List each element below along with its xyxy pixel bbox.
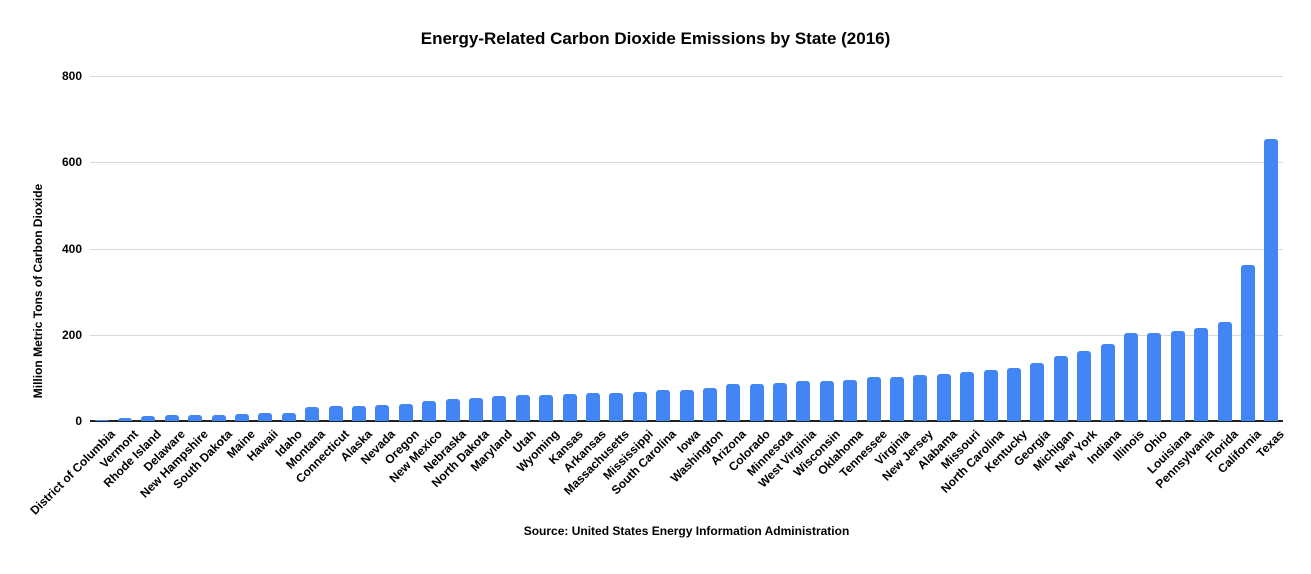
bar-virginia[interactable] bbox=[890, 376, 905, 421]
bar-missouri[interactable] bbox=[960, 372, 975, 421]
plot-area bbox=[90, 76, 1283, 422]
y-tick-label-200: 200 bbox=[61, 327, 82, 342]
bar-nevada[interactable] bbox=[375, 405, 390, 421]
y-axis-title: Million Metric Tons of Carbon Dioxide bbox=[31, 183, 45, 399]
y-tick-label-0: 0 bbox=[75, 414, 82, 428]
bar-south-carolina[interactable] bbox=[656, 390, 671, 421]
bar-alaska[interactable] bbox=[352, 405, 366, 421]
bar-texas[interactable] bbox=[1264, 139, 1279, 421]
bar-ohio[interactable] bbox=[1147, 332, 1162, 421]
bar-maine[interactable] bbox=[235, 414, 250, 421]
bar-louisiana[interactable] bbox=[1170, 331, 1185, 421]
bar-massachusetts[interactable] bbox=[609, 392, 624, 421]
gridline-y-800 bbox=[90, 76, 1283, 77]
bar-california[interactable] bbox=[1240, 265, 1255, 421]
bar-georgia[interactable] bbox=[1030, 362, 1045, 421]
bar-wisconsin[interactable] bbox=[819, 380, 834, 421]
x-axis-line bbox=[90, 420, 1283, 422]
bar-nebraska[interactable] bbox=[445, 399, 460, 421]
y-tick-label-400: 400 bbox=[61, 241, 82, 256]
source-note: Source: United States Energy Information… bbox=[523, 524, 850, 538]
bar-connecticut[interactable] bbox=[328, 405, 343, 421]
gridline-y-400 bbox=[90, 248, 1283, 250]
bar-mississippi[interactable] bbox=[632, 392, 647, 421]
bar-minnesota[interactable] bbox=[773, 383, 788, 421]
gridline-y-600 bbox=[90, 162, 1283, 164]
bar-south-dakota[interactable] bbox=[211, 414, 226, 421]
bar-north-dakota[interactable] bbox=[468, 397, 483, 421]
bar-colorado[interactable] bbox=[749, 383, 764, 421]
bar-delaware[interactable] bbox=[164, 415, 179, 421]
bar-maryland[interactable] bbox=[492, 396, 507, 421]
bar-illinois[interactable] bbox=[1123, 333, 1138, 421]
bar-arizona[interactable] bbox=[726, 384, 741, 421]
bar-utah[interactable] bbox=[515, 395, 530, 421]
bar-vermont[interactable] bbox=[118, 418, 133, 421]
bar-alabama[interactable] bbox=[936, 373, 951, 421]
bar-kentucky[interactable] bbox=[1006, 368, 1021, 421]
y-tick-label-800: 800 bbox=[61, 69, 82, 83]
bar-new-jersey[interactable] bbox=[913, 374, 928, 421]
bar-washington[interactable] bbox=[702, 387, 717, 421]
bar-florida[interactable] bbox=[1217, 321, 1232, 421]
gridline-y-200 bbox=[90, 334, 1283, 336]
bar-tennessee[interactable] bbox=[866, 377, 881, 421]
bar-district-of-columbia[interactable] bbox=[94, 419, 109, 421]
bar-rhode-island[interactable] bbox=[141, 416, 156, 421]
bar-wyoming[interactable] bbox=[539, 394, 554, 421]
bar-new-mexico[interactable] bbox=[422, 400, 437, 421]
chart-title: Energy-Related Carbon Dioxide Emissions … bbox=[420, 29, 891, 48]
bar-michigan[interactable] bbox=[1053, 356, 1068, 421]
bar-west-virginia[interactable] bbox=[796, 381, 811, 421]
bar-kansas[interactable] bbox=[562, 393, 577, 421]
bar-oklahoma[interactable] bbox=[843, 380, 858, 421]
bar-indiana[interactable] bbox=[1100, 343, 1115, 421]
bar-oregon[interactable] bbox=[398, 403, 413, 421]
bar-iowa[interactable] bbox=[679, 389, 694, 421]
bar-pennsylvania[interactable] bbox=[1194, 328, 1209, 421]
bar-new-york[interactable] bbox=[1077, 351, 1092, 421]
bar-arkansas[interactable] bbox=[585, 393, 600, 421]
y-tick-label-600: 600 bbox=[61, 155, 82, 170]
bar-new-hampshire[interactable] bbox=[188, 414, 203, 421]
bar-idaho[interactable] bbox=[281, 413, 296, 421]
bar-north-carolina[interactable] bbox=[983, 369, 998, 421]
bar-hawaii[interactable] bbox=[258, 413, 273, 421]
bar-montana[interactable] bbox=[305, 407, 320, 421]
